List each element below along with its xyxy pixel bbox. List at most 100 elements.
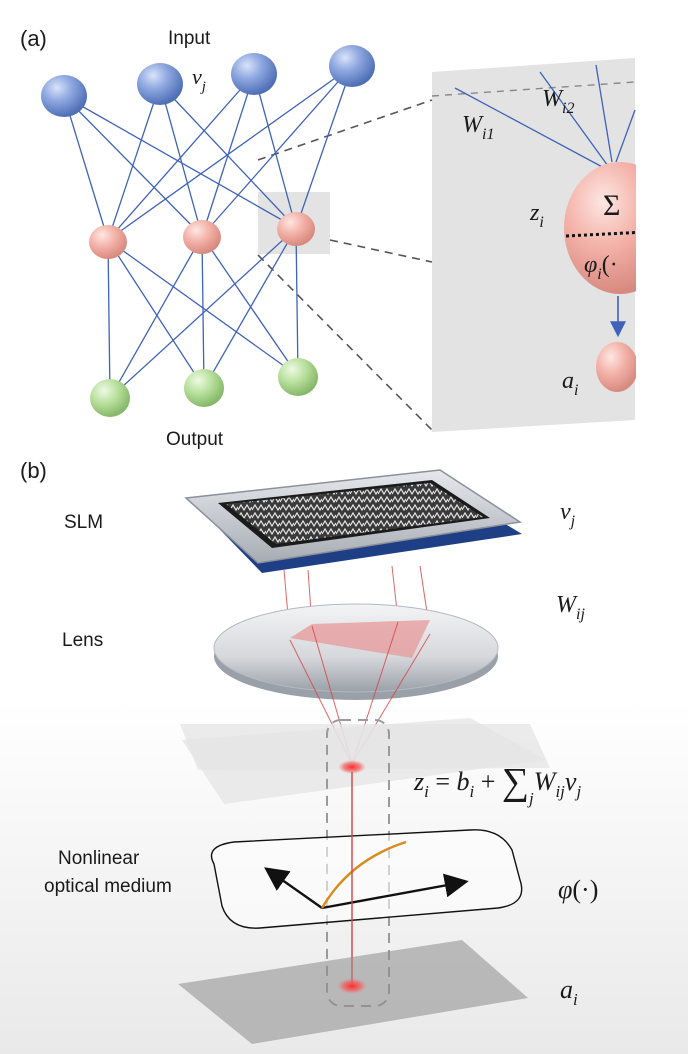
eq-equals: = xyxy=(429,767,457,796)
eq-b: b xyxy=(457,767,470,796)
lens-label: Lens xyxy=(62,630,103,651)
eq-b-sub: i xyxy=(470,782,475,801)
b-phi-sym: φ xyxy=(558,875,572,904)
focal-plane xyxy=(182,718,546,804)
zoom-line-top xyxy=(257,99,433,161)
edge xyxy=(107,239,205,389)
slm-v-symbol: vj xyxy=(560,499,576,530)
medium-label-line2: optical medium xyxy=(44,876,172,897)
hidden-node xyxy=(89,225,127,259)
medium-label-line1: Nonlinear xyxy=(58,848,140,869)
edge xyxy=(201,235,299,377)
w1-sym: W xyxy=(462,112,484,138)
phi-sym: φ xyxy=(584,252,597,278)
input-layer xyxy=(41,45,375,117)
zoom-line-bottom xyxy=(257,254,433,431)
edge xyxy=(63,95,109,241)
a-sym: a xyxy=(562,368,574,394)
edge xyxy=(253,73,297,229)
edge xyxy=(295,65,353,229)
lens-beam-spot xyxy=(290,620,430,658)
a-i-symbol: ai xyxy=(562,368,578,399)
output-spot xyxy=(337,978,367,994)
network-edges xyxy=(63,64,636,399)
edge xyxy=(107,83,161,241)
slm-device xyxy=(184,469,523,573)
medium-plate xyxy=(210,829,523,929)
output-layer xyxy=(90,358,318,417)
b-phi-arg: (·) xyxy=(572,875,598,904)
right-crop-mask xyxy=(636,40,688,460)
zoom-line-mid xyxy=(329,239,433,263)
phi-sub: i xyxy=(597,266,601,283)
eq-v: v xyxy=(565,767,577,796)
panel-b-label: (b) xyxy=(20,458,47,483)
panel-a-label: (a) xyxy=(20,26,47,51)
eq-z-sub: i xyxy=(424,782,429,801)
w2-sub: i2 xyxy=(562,100,574,117)
eq-sum-sub: j xyxy=(527,789,534,808)
eq-z: z xyxy=(413,767,424,796)
input-node xyxy=(137,63,183,105)
eq-sum: ∑ xyxy=(502,761,529,803)
hidden-node xyxy=(277,212,315,246)
edge xyxy=(109,235,203,399)
output-node xyxy=(90,379,130,417)
slm-label: SLM xyxy=(64,512,103,533)
input-node xyxy=(41,75,87,117)
slm-v-sym: v xyxy=(560,499,571,525)
zoom-edge xyxy=(595,64,613,163)
weight-w-i1: Wi1 xyxy=(462,112,494,143)
zoom-panel-dash xyxy=(431,81,636,97)
input-v-sym: v xyxy=(192,64,202,89)
eq-w: W xyxy=(534,767,558,796)
panel-a: (a) Input vj xyxy=(20,26,688,460)
weight-w-i2: Wi2 xyxy=(542,86,574,117)
input-node xyxy=(231,53,277,95)
eq-plus: + xyxy=(474,767,502,796)
output-node xyxy=(278,358,318,396)
phi-function-symbol: φ(·) xyxy=(558,875,598,904)
w2-sym: W xyxy=(542,86,564,112)
lens xyxy=(213,603,499,700)
edge xyxy=(201,65,353,237)
z-sym: z xyxy=(529,200,540,226)
sum-symbol: Σ xyxy=(603,189,620,222)
edge xyxy=(107,73,255,241)
output-node xyxy=(184,369,224,407)
hidden-layer xyxy=(89,212,315,259)
edge xyxy=(109,227,297,399)
zoom-edge xyxy=(615,109,636,163)
edge xyxy=(63,95,297,229)
edge xyxy=(107,65,353,241)
w1-sub: i1 xyxy=(482,126,494,143)
hidden-node xyxy=(183,220,221,254)
output-label: Output xyxy=(166,429,224,450)
slm-v-sub: j xyxy=(569,513,576,530)
edge xyxy=(107,239,111,399)
x-axis-arrow xyxy=(321,873,469,910)
input-label: Input xyxy=(168,28,211,49)
nonlinear-curve xyxy=(320,840,407,909)
b-a-sym: a xyxy=(560,975,573,1004)
phi-symbol: φi(· xyxy=(584,252,618,283)
a-sub: i xyxy=(574,382,578,399)
phi-arg: (· xyxy=(602,252,618,278)
z-i-symbol: zi xyxy=(529,200,544,231)
input-node xyxy=(329,45,375,87)
lens-w-symbol: Wij xyxy=(556,592,585,623)
b-a-sub: i xyxy=(573,990,578,1009)
eq-v-sub: j xyxy=(574,782,581,801)
neuron-divider xyxy=(565,230,647,238)
edge xyxy=(201,235,205,389)
nonlinear-medium xyxy=(210,829,523,929)
panel-b: (b) SLM vj Lens Wij xyxy=(20,458,598,1044)
edge xyxy=(203,227,297,389)
lens-w-sub: ij xyxy=(576,606,585,623)
zoom-panel xyxy=(432,58,635,432)
input-v-sub: j xyxy=(200,79,206,95)
output-a-symbol: ai xyxy=(560,975,578,1009)
zoom-edge xyxy=(454,87,609,171)
z-sub: i xyxy=(539,214,543,231)
